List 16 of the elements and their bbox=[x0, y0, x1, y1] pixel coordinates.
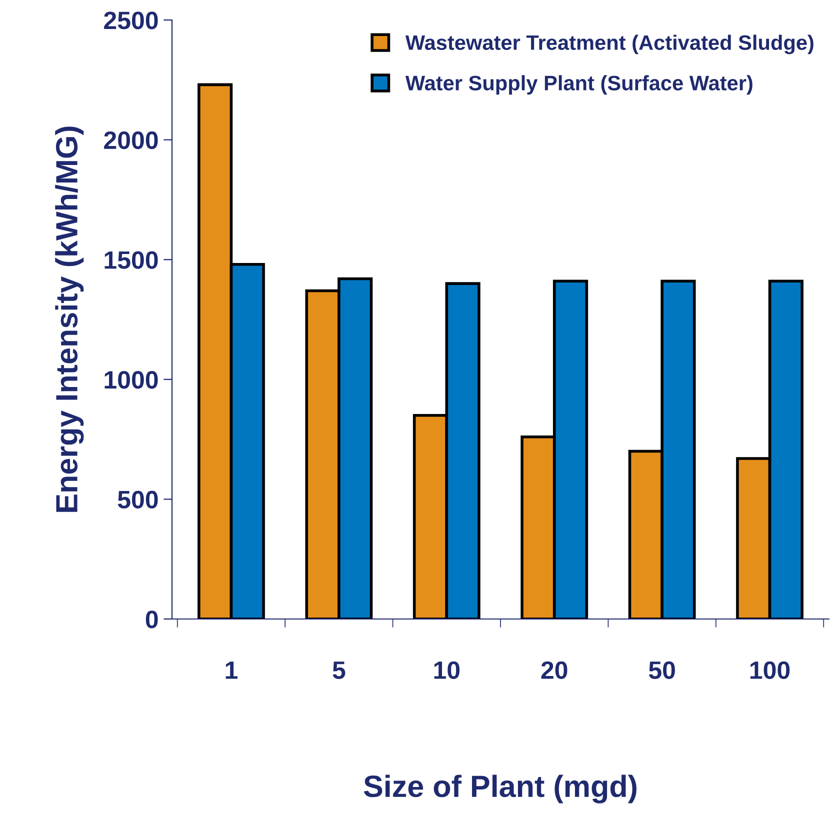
y-tick-label: 500 bbox=[118, 490, 158, 509]
x-tick-label: 10 bbox=[434, 661, 460, 680]
x-tick-label: 5 bbox=[332, 662, 346, 680]
y-axis-title: Energy Intensity (kWh/MG) bbox=[55, 126, 84, 512]
y-tick-label: 1500 bbox=[104, 251, 158, 269]
y-tick-label: 2500 bbox=[104, 12, 158, 30]
x-tick-label: 20 bbox=[541, 661, 568, 680]
x-axis-title: Size of Plant (mgd) bbox=[364, 774, 636, 804]
x-tick-label: 50 bbox=[648, 661, 675, 680]
x-tick-label: 100 bbox=[750, 661, 790, 680]
y-tick-label: 0 bbox=[146, 610, 158, 628]
legend-label: Wastewater Treatment (Activated Sludge) bbox=[405, 34, 814, 54]
y-tick-label: 2000 bbox=[104, 131, 158, 150]
x-tick-label: 1 bbox=[226, 662, 238, 679]
y-tick-label: 1000 bbox=[104, 371, 158, 389]
legend-label: Water Supply Plant (Surface Water) bbox=[405, 75, 752, 95]
